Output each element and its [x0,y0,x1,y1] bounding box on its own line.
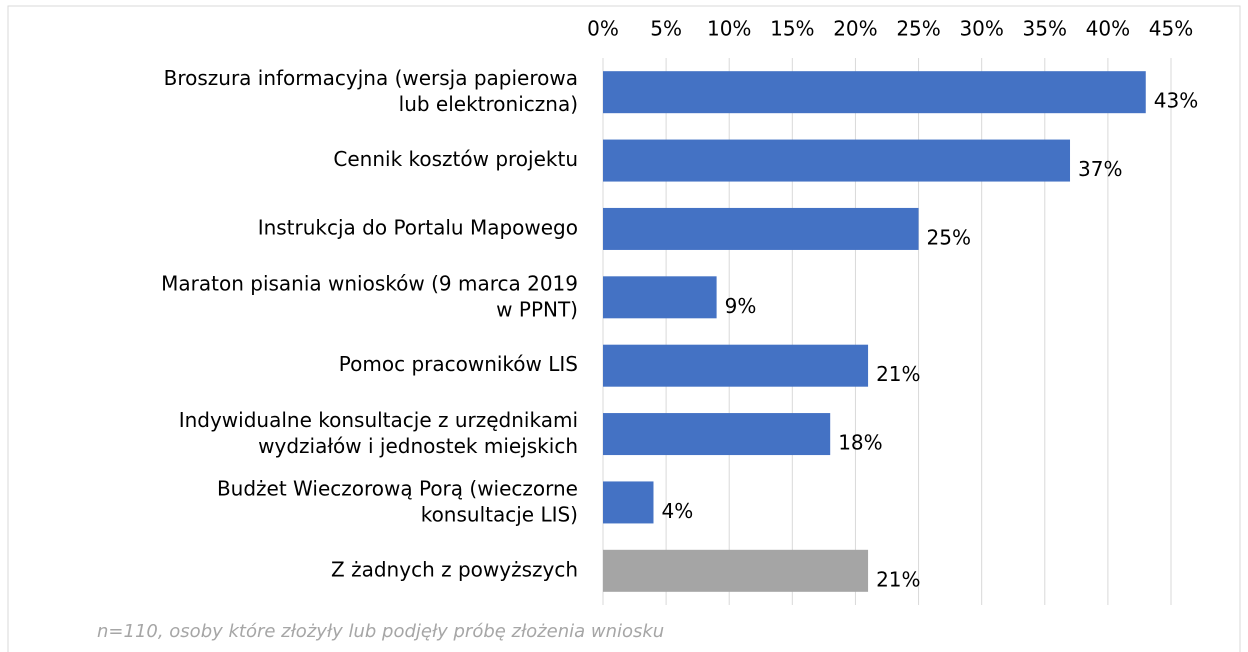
chart-frame [7,5,1241,652]
value-label: 21% [876,567,920,591]
y-tick-label: Z żadnych z powyższych [331,557,578,581]
bar [603,71,1146,114]
value-label: 37% [1078,157,1122,181]
y-tick-label: Budżet Wieczorową Porą (wieczorne konsult… [217,476,578,526]
x-tick-label: 30% [959,17,1003,41]
x-tick-label: 20% [833,17,877,41]
y-tick-label: Cennik kosztów projektu [333,147,578,171]
chart-note: n=110, osoby które złożyły lub podjęły p… [97,621,664,642]
bar [603,549,869,592]
bar [603,481,654,524]
bar [603,344,869,387]
y-tick-label: Instrukcja do Portalu Mapowego [258,215,578,239]
x-tick-label: 10% [707,17,751,41]
bar [603,139,1071,182]
x-tick-label: 15% [770,17,814,41]
label-line: wydziałów i jednostek miejskich [258,434,578,458]
label-line: Budżet Wieczorową Porą (wieczorne [217,476,578,500]
value-label: 43% [1154,89,1198,113]
y-tick-label: Indywidualne konsultacje z urzędnikami wy… [179,408,578,458]
x-tick-label: 5% [650,17,682,41]
y-tick-label: Maraton pisania wniosków (9 marca 2019 w … [161,271,578,321]
label-line: Maraton pisania wniosków (9 marca 2019 [161,271,578,295]
x-tick-label: 45% [1149,17,1193,41]
label-line: konsultacje LIS) [421,502,578,526]
x-tick-label: 40% [1086,17,1130,41]
label-line: Indywidualne konsultacje z urzędnikami [179,408,578,432]
bar [603,207,919,250]
value-label: 18% [838,431,882,455]
x-tick-label: 35% [1023,17,1067,41]
y-tick-label: Pomoc pracowników LIS [339,352,578,376]
bar [603,276,717,319]
bar [603,413,831,456]
value-label: 4% [661,499,693,523]
value-label: 21% [876,362,920,386]
x-tick-label: 0% [587,17,619,41]
y-tick-label: Broszura informacyjna (wersja papierowa l… [164,66,578,116]
label-line: Broszura informacyjna (wersja papierowa [164,66,578,90]
value-label: 25% [927,225,971,249]
label-line: lub elektroniczna) [399,92,578,116]
x-tick-label: 25% [896,17,940,41]
label-line: w PPNT) [496,297,578,321]
value-label: 9% [725,294,757,318]
